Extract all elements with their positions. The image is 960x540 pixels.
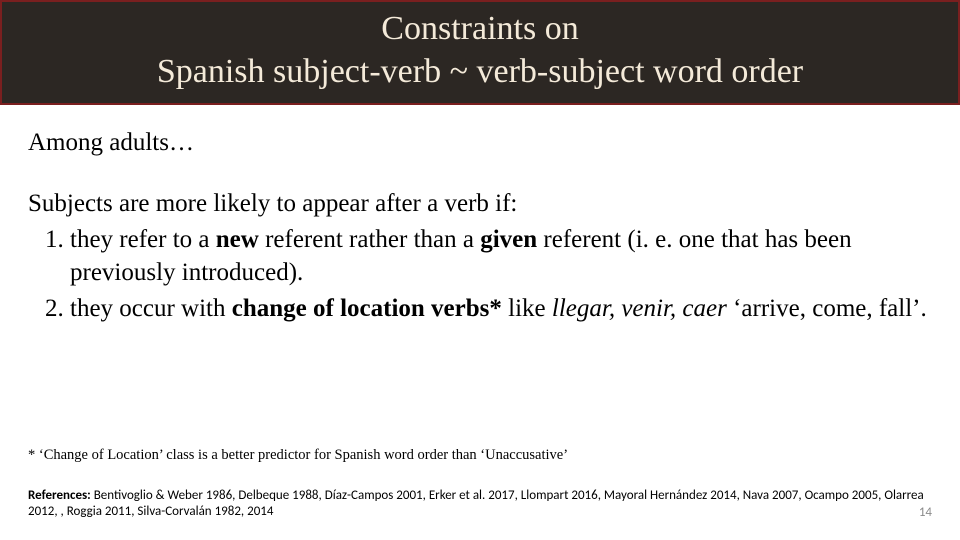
item1-bold2: given — [480, 226, 537, 253]
lead-text: Subjects are more likely to appear after… — [28, 188, 932, 221]
item2-pre: they occur with — [70, 295, 232, 322]
title-line-1: Constraints on — [381, 10, 578, 47]
title-bar: Constraints on Spanish subject-verb ~ ve… — [0, 0, 960, 105]
title-line-2: Spanish subject-verb ~ verb-subject word… — [157, 53, 803, 90]
references: References: Bentivoglio & Weber 1986, De… — [28, 488, 932, 521]
list-item: they occur with change of location verbs… — [70, 293, 932, 326]
slide-title: Constraints on Spanish subject-verb ~ ve… — [2, 8, 958, 93]
item1-bold1: new — [216, 226, 259, 253]
item2-mid: like — [502, 295, 552, 322]
references-text: Bentivoglio & Weber 1986, Delbeque 1988,… — [28, 488, 924, 519]
slide-body: Among adults… Subjects are more likely t… — [0, 105, 960, 326]
list-item: they refer to a new referent rather than… — [70, 224, 932, 289]
item2-post: ‘arrive, come, fall’. — [727, 295, 927, 322]
footnote: * ‘Change of Location’ class is a better… — [28, 447, 568, 464]
page-number: 14 — [919, 505, 932, 520]
points-list: they refer to a new referent rather than… — [28, 224, 932, 326]
references-label: References: — [28, 488, 94, 503]
item2-italic: llegar, venir, caer — [552, 295, 727, 322]
item1-mid: referent rather than a — [259, 226, 480, 253]
item2-bold: change of location verbs* — [232, 295, 502, 322]
slide: Constraints on Spanish subject-verb ~ ve… — [0, 0, 960, 540]
item1-pre: they refer to a — [70, 226, 216, 253]
intro-text: Among adults… — [28, 127, 932, 160]
